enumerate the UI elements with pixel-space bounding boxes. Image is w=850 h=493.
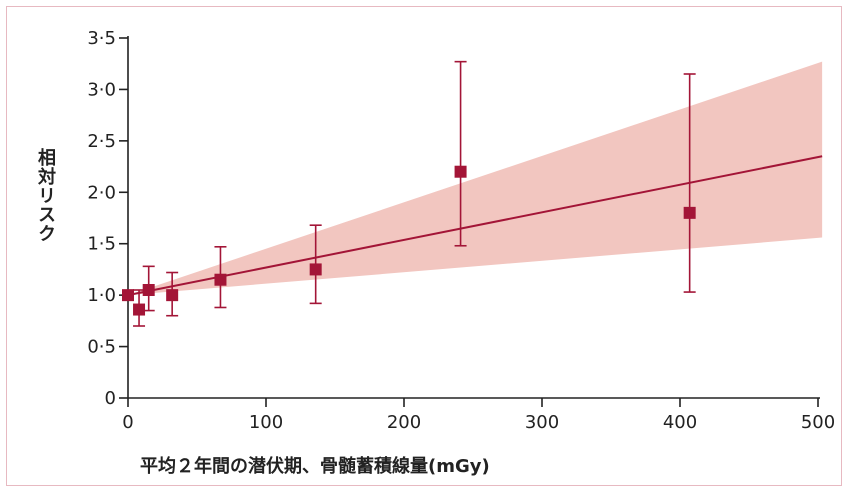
data-point <box>133 303 146 316</box>
y-tick-label: 1·5 <box>87 234 116 255</box>
y-tick-label: 2·5 <box>87 131 116 152</box>
x-tick-label: 500 <box>801 412 835 433</box>
data-point <box>454 165 467 178</box>
y-tick-label: 2·0 <box>87 182 116 203</box>
data-point <box>142 284 155 296</box>
x-tick-label: 200 <box>387 412 421 433</box>
y-axis-label: 相対リスク <box>35 148 56 243</box>
y-tick-label: 1·0 <box>87 285 116 306</box>
data-point <box>122 289 134 302</box>
x-tick-label: 100 <box>249 412 283 433</box>
y-tick-label: 3·5 <box>87 28 116 49</box>
confidence-band <box>128 61 823 296</box>
fit-line <box>127 155 823 297</box>
y-tick-label: 0·5 <box>87 337 116 358</box>
data-point <box>166 289 179 302</box>
data-point <box>214 273 227 286</box>
data-point <box>309 263 322 276</box>
x-tick-label: 0 <box>122 412 133 433</box>
data-point <box>683 206 696 219</box>
y-tick-label: 0 <box>105 388 116 409</box>
y-tick-label: 3·0 <box>87 79 116 100</box>
x-tick-label: 400 <box>663 412 697 433</box>
x-axis-label: 平均２年間の潜伏期、骨髄蓄積線量(mGy) <box>140 456 490 477</box>
x-tick-label: 300 <box>525 412 559 433</box>
